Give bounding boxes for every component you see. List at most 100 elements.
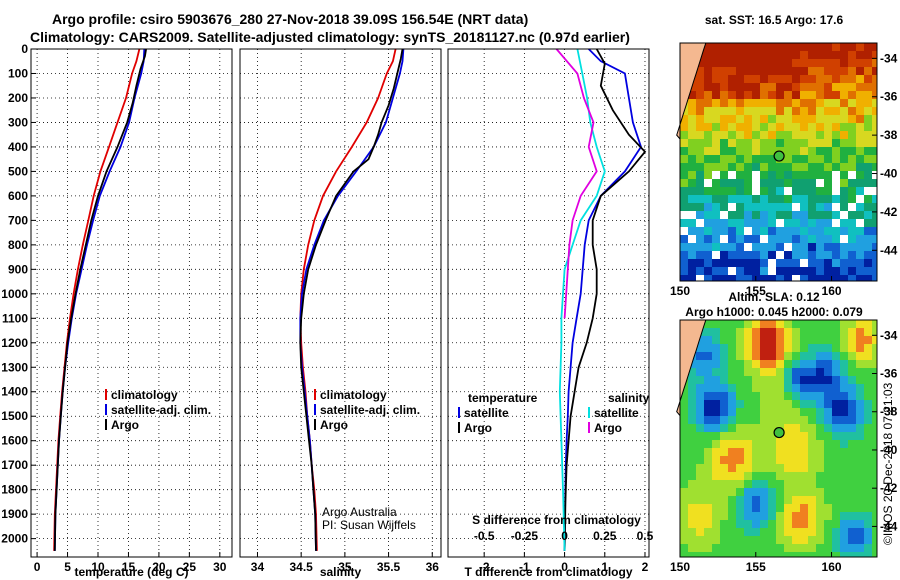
sla-cell: [856, 520, 864, 528]
sst-cell: [840, 227, 848, 235]
sla-cell: [816, 456, 824, 464]
sla-cell: [736, 536, 744, 544]
sla-cell: [768, 376, 776, 384]
sla-map-subtitle: Argo h1000: 0.045 h2000: 0.079: [685, 305, 863, 319]
sla-cell: [864, 512, 872, 520]
sla-cell: [784, 320, 792, 328]
sla-cell: [696, 456, 704, 464]
sst-cell: [848, 107, 856, 115]
sla-cell: [744, 432, 752, 440]
sla-cell: [696, 424, 704, 432]
sst-cell: [680, 235, 688, 243]
sla-cell: [856, 480, 864, 488]
sst-cell: [808, 99, 816, 107]
sst-cell: [816, 243, 824, 251]
sla-cell: [840, 448, 848, 456]
sla-cell: [744, 336, 752, 344]
sst-cell: [872, 139, 877, 147]
sla-cell: [784, 440, 792, 448]
x-tick-label: 35: [338, 560, 352, 574]
sst-cell: [784, 139, 792, 147]
sst-cell: [680, 123, 688, 131]
sla-cell: [712, 400, 720, 408]
sla-cell: [840, 320, 848, 328]
sst-cell: [736, 211, 744, 219]
sst-cell: [824, 267, 832, 275]
sst-cell: [704, 155, 712, 163]
sst-cell: [688, 131, 696, 139]
sst-cell: [728, 243, 736, 251]
sla-cell: [800, 528, 808, 536]
sla-cell: [800, 344, 808, 352]
sst-cell: [760, 219, 768, 227]
sla-cell: [768, 512, 776, 520]
map-frame: [679, 319, 878, 558]
sst-cell: [856, 131, 864, 139]
sst-cell: [728, 163, 736, 171]
sla-cell: [872, 488, 877, 496]
sst-cell: [744, 179, 752, 187]
sla-cell: [800, 408, 808, 416]
sst-cell: [808, 235, 816, 243]
sla-cell: [752, 384, 760, 392]
sla-cell: [816, 488, 824, 496]
sst-cell: [696, 227, 704, 235]
sla-cell: [784, 480, 792, 488]
sst-cell: [800, 107, 808, 115]
sst-cell: [800, 187, 808, 195]
sst-cell: [768, 243, 776, 251]
sst-cell: [816, 259, 824, 267]
sla-cell: [760, 320, 768, 328]
sla-cell: [760, 520, 768, 528]
sla-cell: [720, 480, 728, 488]
sst-cell: [808, 59, 816, 67]
sst-cell: [848, 139, 856, 147]
sla-cell: [848, 528, 856, 536]
sla-cell: [816, 344, 824, 352]
sla-cell: [720, 360, 728, 368]
sst-cell: [696, 99, 704, 107]
sst-cell: [688, 147, 696, 155]
sla-cell: [720, 408, 728, 416]
sst-cell: [784, 107, 792, 115]
sla-cell: [792, 432, 800, 440]
sla-cell: [808, 336, 816, 344]
sst-cell: [832, 91, 840, 99]
sst-cell: [856, 43, 864, 51]
sst-cell: [736, 267, 744, 275]
sla-cell: [696, 448, 704, 456]
sla-cell: [808, 344, 816, 352]
sst-cell: [768, 251, 776, 259]
sla-cell: [824, 544, 832, 552]
sst-cell: [704, 99, 712, 107]
sst-cell: [704, 203, 712, 211]
sla-cell: [768, 344, 776, 352]
sla-cell: [768, 488, 776, 496]
sla-cell: [752, 480, 760, 488]
sst-cell: [720, 131, 728, 139]
sla-cell: [736, 520, 744, 528]
sst-cell: [696, 83, 704, 91]
sla-cell: [712, 424, 720, 432]
sst-cell: [848, 163, 856, 171]
sst-cell: [768, 115, 776, 123]
sst-cell: [840, 155, 848, 163]
y-tick-label: 1400: [1, 385, 28, 399]
sla-cell: [728, 368, 736, 376]
sla-cell: [696, 552, 704, 557]
sst-cell: [808, 43, 816, 51]
sst-cell: [872, 211, 877, 219]
sst-cell: [680, 195, 688, 203]
sst-cell: [760, 131, 768, 139]
sst-cell: [864, 75, 872, 83]
sst-cell: [728, 51, 736, 59]
sla-cell: [808, 424, 816, 432]
sla-cell: [736, 416, 744, 424]
sst-cell: [808, 83, 816, 91]
sst-cell: [792, 171, 800, 179]
sla-cell: [728, 464, 736, 472]
sst-cell: [744, 83, 752, 91]
sst-cell: [840, 243, 848, 251]
sst-cell: [728, 123, 736, 131]
